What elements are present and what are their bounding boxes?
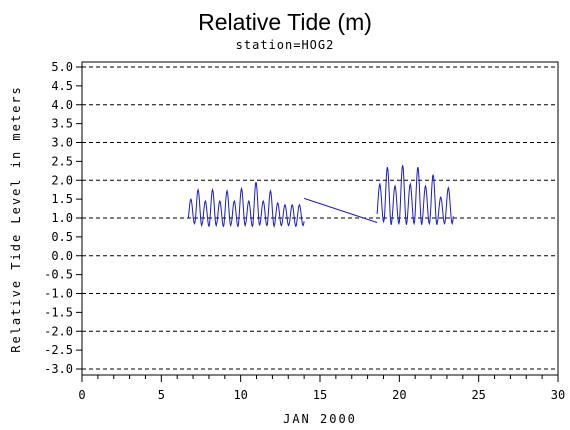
chart-subtitle: station=HOG2 — [236, 38, 335, 52]
y-tick-label: -2.0 — [44, 324, 73, 338]
x-axis-label: JAN 2000 — [283, 412, 357, 426]
y-tick-label: -1.5 — [44, 305, 73, 319]
tide-series-line — [303, 197, 378, 224]
chart-title: Relative Tide (m) — [198, 9, 372, 35]
y-tick-label: 4.0 — [51, 98, 73, 112]
tide-series-line — [376, 165, 454, 226]
x-tick-label: 5 — [158, 388, 165, 402]
y-tick-label: 3.5 — [51, 117, 73, 131]
grid-lines — [82, 66, 558, 370]
x-tick-label: 15 — [313, 388, 327, 402]
y-tick-label: 5.0 — [51, 60, 73, 74]
x-tick-label: 25 — [471, 388, 485, 402]
y-tick-label: 2.0 — [51, 173, 73, 187]
series-layer — [187, 165, 454, 229]
x-tick-label: 10 — [233, 388, 247, 402]
y-tick-label: -1.0 — [44, 287, 73, 301]
y-tick-label: 0.0 — [51, 249, 73, 263]
x-tick-label: 20 — [392, 388, 406, 402]
y-tick-label: 1.0 — [51, 211, 73, 225]
x-axis: 0 5 10 15 20 25 30 — [78, 375, 565, 402]
y-tick-label: -3.0 — [44, 362, 73, 376]
y-axis-label: Relative Tide Level in meters — [9, 85, 23, 353]
x-tick-label: 0 — [78, 388, 85, 402]
y-tick-label: 3.0 — [51, 136, 73, 150]
y-axis: -3.0 -2.5 -2.0 -1.5 -1.0 -0.5 0.0 0.5 1.0 1.5 2.0 2… — [44, 60, 82, 376]
y-tick-label: -2.5 — [44, 343, 73, 357]
y-tick-label: -0.5 — [44, 268, 73, 282]
x-tick-label: 30 — [551, 388, 565, 402]
y-tick-label: 0.5 — [51, 230, 73, 244]
y-tick-label: 4.5 — [51, 79, 73, 93]
tide-series-line — [187, 182, 305, 229]
y-tick-label: 1.5 — [51, 192, 73, 206]
y-tick-label: 2.5 — [51, 154, 73, 168]
